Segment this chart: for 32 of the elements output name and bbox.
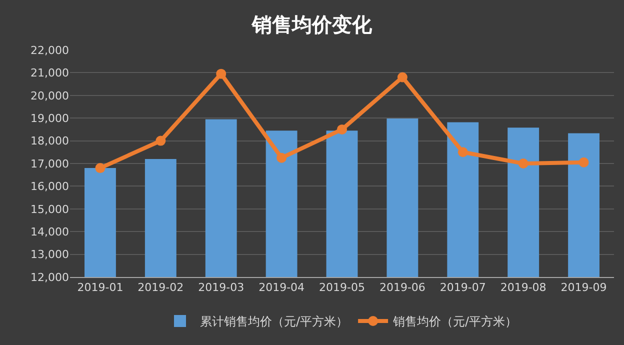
y-tick-label: 15,000 <box>30 202 69 216</box>
x-tick-label: 2019-04 <box>258 281 305 294</box>
x-tick-label: 2019-09 <box>560 281 607 294</box>
legend-label: 累计销售均价（元/平方米） <box>200 314 348 329</box>
y-tick-label: 17,000 <box>30 157 69 170</box>
y-tick-label: 19,000 <box>30 112 69 125</box>
x-tick-label: 2019-02 <box>138 281 184 294</box>
y-tick-label: 16,000 <box>30 180 69 194</box>
point <box>95 163 106 174</box>
y-tick-label: 18,000 <box>30 134 69 148</box>
point <box>578 157 589 168</box>
point <box>337 124 347 134</box>
point <box>397 72 408 82</box>
x-tick-label: 2019-05 <box>319 281 365 294</box>
point <box>276 152 287 163</box>
x-tick-label: 2019-07 <box>440 281 486 294</box>
y-tick-label: 14,000 <box>30 225 69 238</box>
point <box>458 147 468 158</box>
chart-title: 销售均价变化 <box>251 12 373 36</box>
point <box>156 136 166 146</box>
x-tick-label: 2019-03 <box>198 281 244 294</box>
point <box>518 158 528 168</box>
y-tick-label: 12,000 <box>30 270 69 284</box>
y-tick-label: 13,000 <box>30 248 69 262</box>
point <box>216 68 226 79</box>
y-tick-label: 21,000 <box>30 66 69 80</box>
x-tick-label: 2019-08 <box>500 281 546 294</box>
y-tick-label: 22,000 <box>30 44 69 57</box>
x-tick-label: 2019-01 <box>77 281 124 294</box>
x-tick-label: 2019-06 <box>379 281 426 294</box>
legend-label: 销售均价（元/平方米） <box>392 314 518 329</box>
y-tick-label: 20,000 <box>30 89 69 102</box>
